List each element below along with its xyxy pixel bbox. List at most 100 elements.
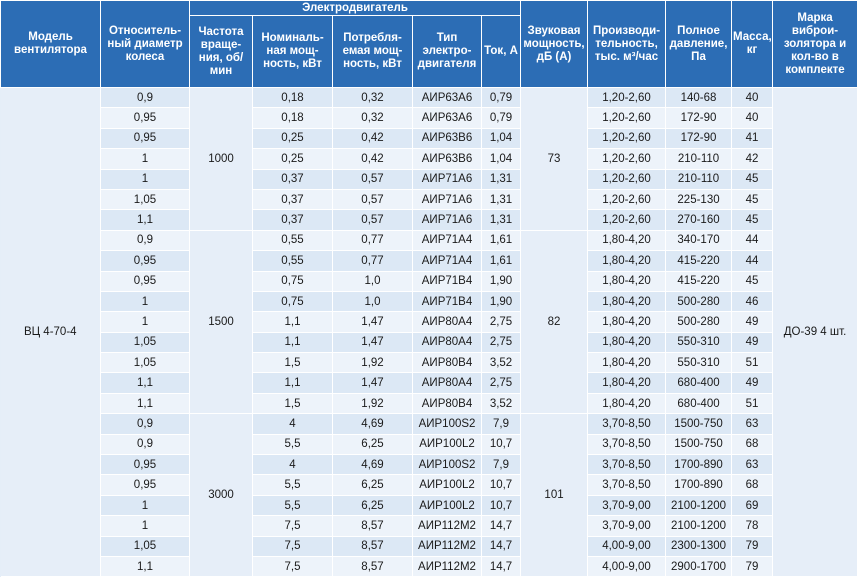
cell-motor-type: АИР80А4	[413, 332, 482, 352]
cell-mass: 45	[732, 271, 773, 291]
cell-consumed-power: 1,92	[333, 353, 413, 373]
cell-mass: 78	[732, 516, 773, 536]
cell-mass: 44	[732, 230, 773, 250]
cell-capacity: 1,80-4,20	[588, 271, 666, 291]
cell-capacity: 1,20-2,60	[588, 189, 666, 209]
cell-nominal-power: 0,37	[253, 210, 333, 230]
cell-capacity: 1,20-2,60	[588, 108, 666, 128]
cell-capacity: 1,20-2,60	[588, 88, 666, 108]
cell-consumed-power: 6,25	[333, 495, 413, 515]
cell-mass: 45	[732, 210, 773, 230]
cell-diameter: 1	[101, 495, 190, 515]
cell-pressure: 1500-750	[666, 414, 732, 434]
cell-diameter: 1	[101, 516, 190, 536]
cell-capacity: 4,00-9,00	[588, 536, 666, 556]
cell-pressure: 415-220	[666, 271, 732, 291]
cell-mass: 45	[732, 169, 773, 189]
cell-motor-type: АИР100S2	[413, 414, 482, 434]
cell-consumed-power: 0,32	[333, 88, 413, 108]
cell-current: 3,52	[482, 393, 521, 413]
cell-pressure: 340-170	[666, 230, 732, 250]
cell-nominal-power: 0,25	[253, 149, 333, 169]
header-diameter: Относитель-ный диаметр колеса	[101, 1, 190, 88]
header-isolator: Марка виброи-золятора и кол-во в комплек…	[773, 1, 857, 88]
cell-nominal-power: 0,18	[253, 88, 333, 108]
cell-current: 3,52	[482, 353, 521, 373]
cell-current: 1,61	[482, 251, 521, 271]
cell-motor-type: АИР71А6	[413, 210, 482, 230]
cell-consumed-power: 0,57	[333, 189, 413, 209]
cell-nominal-power: 0,37	[253, 169, 333, 189]
cell-nominal-power: 7,5	[253, 516, 333, 536]
cell-pressure: 1700-890	[666, 475, 732, 495]
cell-diameter: 1	[101, 149, 190, 169]
cell-motor-type: АИР80А4	[413, 373, 482, 393]
cell-motor-type: АИР112М2	[413, 536, 482, 556]
cell-diameter: 1,05	[101, 332, 190, 352]
cell-nominal-power: 5,5	[253, 475, 333, 495]
cell-capacity: 1,80-4,20	[588, 291, 666, 311]
cell-consumed-power: 0,57	[333, 210, 413, 230]
cell-mass: 45	[732, 189, 773, 209]
cell-motor-type: АИР100L2	[413, 495, 482, 515]
header-model: Модель вентилятора	[1, 1, 101, 88]
cell-nominal-power: 0,25	[253, 128, 333, 148]
cell-current: 14,7	[482, 516, 521, 536]
cell-pressure: 500-280	[666, 291, 732, 311]
cell-nominal-power: 1,1	[253, 312, 333, 332]
cell-pressure: 172-90	[666, 128, 732, 148]
cell-consumed-power: 6,25	[333, 475, 413, 495]
cell-capacity: 1,20-2,60	[588, 128, 666, 148]
cell-pressure: 140-68	[666, 88, 732, 108]
cell-current: 1,61	[482, 230, 521, 250]
cell-sound: 82	[521, 230, 588, 414]
cell-mass: 40	[732, 88, 773, 108]
cell-speed: 1500	[190, 230, 253, 414]
header-current: Ток, А	[482, 16, 521, 88]
cell-nominal-power: 1,5	[253, 353, 333, 373]
cell-pressure: 172-90	[666, 108, 732, 128]
cell-nominal-power: 7,5	[253, 536, 333, 556]
cell-sound: 73	[521, 88, 588, 231]
cell-current: 10,7	[482, 495, 521, 515]
cell-current: 10,7	[482, 434, 521, 454]
cell-diameter: 0,95	[101, 455, 190, 475]
cell-nominal-power: 0,55	[253, 251, 333, 271]
header-consumed-power: Потребля-емая мощ-ность, кВт	[333, 16, 413, 88]
cell-pressure: 550-310	[666, 332, 732, 352]
cell-current: 1,31	[482, 189, 521, 209]
cell-mass: 41	[732, 128, 773, 148]
cell-motor-type: АИР80В4	[413, 353, 482, 373]
cell-nominal-power: 0,18	[253, 108, 333, 128]
cell-motor-type: АИР80А4	[413, 312, 482, 332]
cell-capacity: 3,70-9,00	[588, 516, 666, 536]
cell-consumed-power: 8,57	[333, 536, 413, 556]
cell-diameter: 0,95	[101, 271, 190, 291]
cell-capacity: 3,70-9,00	[588, 495, 666, 515]
cell-capacity: 3,70-8,50	[588, 475, 666, 495]
cell-mass: 69	[732, 495, 773, 515]
cell-pressure: 1700-890	[666, 455, 732, 475]
cell-pressure: 270-160	[666, 210, 732, 230]
cell-mass: 44	[732, 251, 773, 271]
cell-mass: 68	[732, 475, 773, 495]
cell-nominal-power: 0,55	[253, 230, 333, 250]
cell-pressure: 680-400	[666, 373, 732, 393]
cell-motor-type: АИР63А6	[413, 108, 482, 128]
cell-pressure: 680-400	[666, 393, 732, 413]
cell-mass: 46	[732, 291, 773, 311]
cell-capacity: 3,70-8,50	[588, 455, 666, 475]
cell-nominal-power: 5,5	[253, 434, 333, 454]
